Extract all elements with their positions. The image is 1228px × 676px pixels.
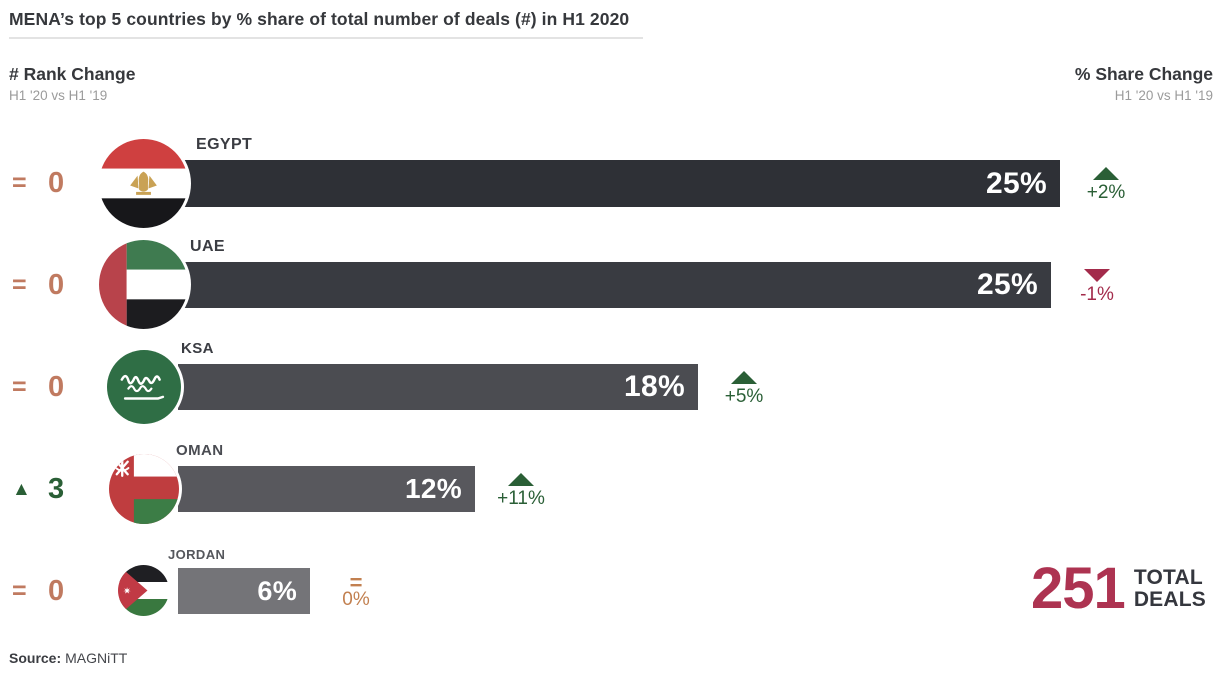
rank-change-value: 0	[48, 574, 65, 607]
share-change-value: -1%	[1080, 283, 1114, 305]
country-label: KSA	[181, 340, 214, 357]
share-change-indicator: +11%	[491, 468, 551, 514]
rank-change-symbol: =	[12, 169, 27, 197]
change-direction-icon	[1093, 167, 1119, 181]
rank-change-value: 0	[48, 167, 65, 199]
share-change-indicator: -1%	[1067, 264, 1127, 310]
rank-change-value: 3	[48, 472, 65, 505]
total-deals-value: 251	[1031, 556, 1126, 621]
rank-change-symbol: =	[12, 270, 27, 299]
share-change-indicator: +2%	[1076, 162, 1136, 209]
country-label: UAE	[190, 238, 225, 255]
bar-value-label: 18%	[624, 370, 685, 403]
country-label: JORDAN	[168, 547, 226, 562]
rank-change-header-title: # Rank Change	[9, 64, 136, 84]
country-label: EGYPT	[196, 136, 253, 153]
source-credit: Source: MAGNiTT	[9, 650, 127, 666]
share-change-indicator: +5%	[714, 366, 774, 412]
share-change-value: +11%	[497, 487, 545, 509]
change-direction-icon	[1084, 268, 1110, 282]
egypt-flag-icon	[96, 136, 191, 231]
bar-value-label: 25%	[986, 166, 1047, 200]
share-change-value: +2%	[1086, 182, 1126, 204]
total-deals-label-line1: TOTAL	[1133, 566, 1203, 590]
total-deals-label: TOTAL DEALS	[1134, 567, 1206, 610]
jordan-bar: 6%	[178, 568, 310, 614]
rank-change-symbol: ▲	[12, 478, 31, 500]
jordan-flag-icon	[115, 562, 172, 619]
change-direction-icon	[731, 370, 757, 384]
rank-change-header: # Rank Change H1 '20 vs H1 '19	[9, 64, 135, 103]
rank-change-indicator: = 0	[12, 160, 90, 207]
rank-change-header-subtitle: H1 '20 vs H1 '19	[9, 88, 108, 103]
change-direction-icon	[508, 472, 534, 486]
oman-flag-icon	[106, 451, 182, 527]
total-deals: 251 TOTAL DEALS	[1028, 556, 1206, 622]
ksa-bar: 18%	[178, 364, 698, 410]
uae-flag-icon	[96, 237, 191, 332]
ksa-flag-icon	[104, 347, 184, 427]
share-change-header-subtitle: H1 '20 vs H1 '19	[1114, 88, 1213, 103]
bar-value-label: 12%	[405, 473, 462, 504]
rank-change-indicator: ▲ 3	[12, 466, 90, 512]
country-label: OMAN	[176, 442, 224, 459]
rank-change-value: 0	[48, 268, 65, 301]
share-change-header: % Share Change H1 '20 vs H1 '19	[1075, 64, 1213, 103]
oman-bar: 12%	[178, 466, 475, 512]
title-underline	[9, 37, 643, 39]
source-value: MAGNiTT	[65, 650, 128, 666]
share-change-indicator: = 0%	[326, 570, 386, 616]
total-deals-label-line2: DEALS	[1133, 588, 1206, 611]
uae-bar: 25%	[178, 262, 1051, 308]
chart-title: MENA’s top 5 countries by % share of tot…	[9, 9, 630, 29]
rank-change-value: 0	[48, 370, 65, 403]
rank-change-symbol: =	[12, 372, 27, 401]
rank-change-indicator: = 0	[12, 568, 90, 614]
share-change-header-title: % Share Change	[1074, 64, 1213, 84]
rank-change-indicator: = 0	[12, 262, 90, 308]
rank-change-symbol: =	[12, 576, 27, 605]
bar-value-label: 25%	[977, 268, 1038, 301]
change-direction-icon: =	[349, 570, 363, 596]
share-change-value: +5%	[724, 385, 764, 407]
share-change-value: 0%	[342, 589, 370, 611]
bar-value-label: 6%	[257, 575, 297, 606]
source-label: Source:	[9, 650, 62, 666]
rank-change-indicator: = 0	[12, 364, 90, 410]
egypt-bar: 25%	[178, 160, 1060, 207]
